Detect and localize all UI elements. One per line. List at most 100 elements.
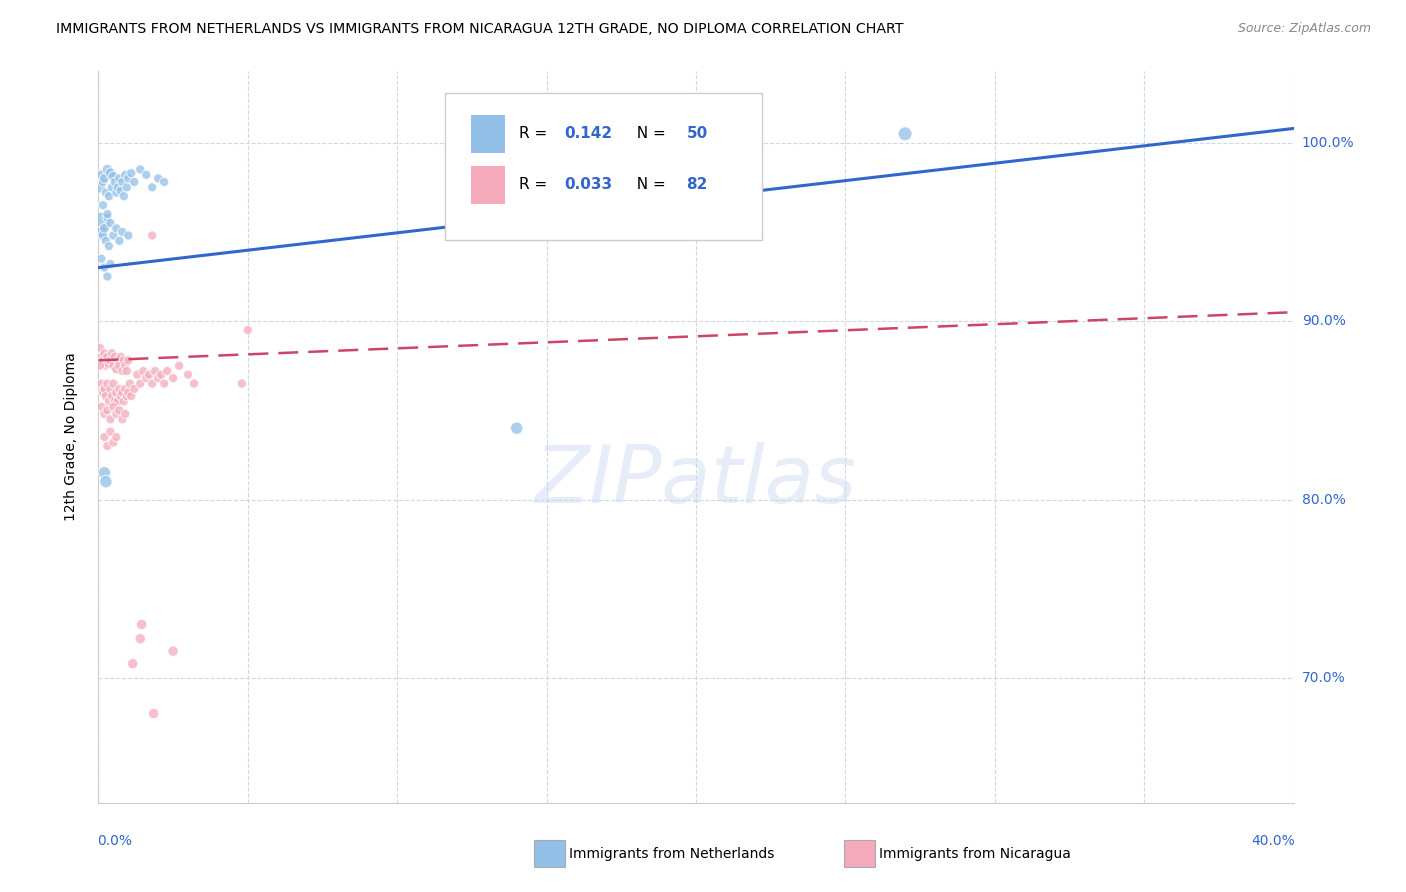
- Point: [114, 168, 136, 182]
- Point: [98, 382, 122, 396]
- Point: [94, 475, 117, 489]
- Point: [93, 466, 115, 480]
- Point: [183, 376, 205, 391]
- Point: [120, 166, 142, 180]
- Point: [97, 394, 120, 409]
- Point: [148, 171, 170, 186]
- Point: [96, 403, 118, 417]
- Point: [94, 186, 117, 200]
- Point: [120, 389, 142, 403]
- Text: 0.0%: 0.0%: [97, 833, 132, 847]
- Text: IMMIGRANTS FROM NETHERLANDS VS IMMIGRANTS FROM NICARAGUA 12TH GRADE, NO DIPLOMA : IMMIGRANTS FROM NETHERLANDS VS IMMIGRANT…: [56, 22, 904, 37]
- Text: R =: R =: [519, 178, 553, 193]
- Point: [89, 216, 111, 230]
- Text: Immigrants from Netherlands: Immigrants from Netherlands: [569, 847, 775, 861]
- Point: [91, 353, 114, 368]
- Point: [89, 341, 111, 355]
- Point: [118, 376, 141, 391]
- Point: [111, 364, 134, 378]
- Point: [131, 617, 153, 632]
- Text: 100.0%: 100.0%: [1302, 136, 1354, 150]
- FancyBboxPatch shape: [444, 94, 762, 240]
- Point: [96, 162, 118, 177]
- Point: [177, 368, 200, 382]
- Point: [114, 407, 136, 421]
- Point: [121, 657, 143, 671]
- Point: [93, 346, 115, 360]
- Point: [93, 407, 115, 421]
- FancyBboxPatch shape: [471, 166, 505, 203]
- Point: [105, 430, 128, 444]
- Point: [236, 323, 259, 337]
- Point: [98, 353, 122, 368]
- Text: N =: N =: [627, 126, 671, 141]
- Point: [108, 359, 131, 373]
- Point: [93, 382, 115, 396]
- Point: [103, 376, 125, 391]
- Point: [108, 234, 131, 248]
- Point: [894, 127, 917, 141]
- Point: [98, 166, 122, 180]
- Point: [94, 389, 117, 403]
- Point: [111, 175, 134, 189]
- Point: [105, 385, 128, 400]
- Point: [150, 368, 173, 382]
- Point: [98, 412, 122, 426]
- Point: [97, 189, 120, 203]
- Text: 70.0%: 70.0%: [1302, 671, 1346, 685]
- Text: Source: ZipAtlas.com: Source: ZipAtlas.com: [1237, 22, 1371, 36]
- Point: [101, 346, 124, 360]
- Point: [96, 269, 118, 284]
- Point: [90, 252, 112, 266]
- Point: [143, 364, 166, 378]
- Point: [96, 350, 118, 364]
- Point: [153, 376, 176, 391]
- Point: [141, 228, 163, 243]
- Point: [107, 394, 129, 409]
- Point: [96, 207, 118, 221]
- Point: [103, 435, 125, 450]
- Point: [105, 362, 128, 376]
- Text: 80.0%: 80.0%: [1302, 492, 1346, 507]
- Point: [114, 382, 136, 396]
- Point: [129, 632, 152, 646]
- Text: Immigrants from Nicaragua: Immigrants from Nicaragua: [879, 847, 1070, 861]
- Point: [91, 385, 114, 400]
- Text: 82: 82: [686, 178, 707, 193]
- Point: [117, 353, 139, 368]
- Point: [117, 171, 139, 186]
- Text: 50: 50: [686, 126, 707, 141]
- Point: [98, 216, 122, 230]
- Point: [110, 184, 132, 198]
- Point: [127, 368, 149, 382]
- Point: [108, 382, 131, 396]
- Point: [93, 171, 115, 186]
- Point: [135, 168, 157, 182]
- Point: [93, 221, 115, 235]
- Point: [96, 376, 118, 391]
- Point: [148, 371, 170, 385]
- Y-axis label: 12th Grade, No Diploma: 12th Grade, No Diploma: [63, 352, 77, 522]
- Point: [91, 198, 114, 212]
- Point: [142, 706, 165, 721]
- Point: [94, 359, 117, 373]
- Point: [98, 257, 122, 271]
- Point: [124, 175, 146, 189]
- Point: [105, 407, 128, 421]
- Point: [117, 228, 139, 243]
- Point: [101, 389, 124, 403]
- Point: [96, 439, 118, 453]
- Point: [112, 189, 135, 203]
- Point: [110, 389, 132, 403]
- Point: [89, 180, 111, 194]
- Point: [98, 425, 122, 439]
- Point: [114, 359, 136, 373]
- Point: [124, 382, 146, 396]
- Point: [101, 180, 124, 194]
- Point: [108, 171, 131, 186]
- Text: 0.142: 0.142: [565, 126, 613, 141]
- Point: [97, 239, 120, 253]
- Point: [107, 353, 129, 368]
- Point: [104, 175, 127, 189]
- Text: ZIPatlas: ZIPatlas: [534, 442, 858, 520]
